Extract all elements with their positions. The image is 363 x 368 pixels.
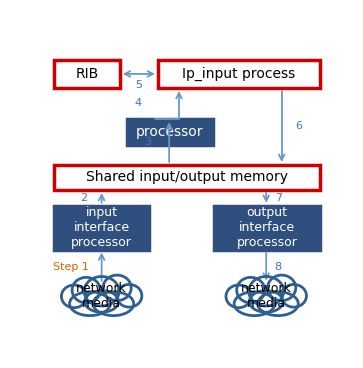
Ellipse shape [249, 291, 283, 312]
Text: network
media: network media [76, 282, 127, 310]
Ellipse shape [258, 292, 298, 316]
Text: Shared input/output memory: Shared input/output memory [86, 170, 288, 184]
Ellipse shape [117, 284, 142, 307]
Ellipse shape [93, 292, 134, 316]
Text: Step 1: Step 1 [53, 262, 89, 272]
Text: 7: 7 [275, 193, 282, 203]
Text: 5: 5 [135, 80, 142, 90]
Ellipse shape [84, 276, 119, 306]
Text: 3: 3 [144, 137, 152, 147]
Text: Ip_input process: Ip_input process [182, 67, 295, 81]
Text: input
interface
processor: input interface processor [71, 206, 132, 249]
Text: network
media: network media [241, 282, 291, 310]
Text: processor: processor [136, 125, 204, 139]
FancyBboxPatch shape [54, 164, 320, 190]
Ellipse shape [85, 291, 118, 312]
Ellipse shape [281, 284, 306, 307]
FancyBboxPatch shape [54, 60, 120, 88]
FancyBboxPatch shape [158, 60, 320, 88]
FancyBboxPatch shape [214, 206, 320, 250]
Ellipse shape [70, 292, 110, 316]
Text: 6: 6 [295, 121, 302, 131]
Text: 4: 4 [135, 98, 142, 108]
Ellipse shape [72, 277, 100, 303]
Ellipse shape [237, 277, 265, 303]
Ellipse shape [234, 292, 275, 316]
FancyBboxPatch shape [127, 119, 213, 145]
Ellipse shape [268, 275, 296, 301]
Text: 8: 8 [274, 262, 281, 272]
Text: output
interface
processor: output interface processor [236, 206, 297, 249]
Ellipse shape [103, 275, 131, 301]
Ellipse shape [249, 276, 284, 306]
Text: RIB: RIB [75, 67, 98, 81]
FancyBboxPatch shape [54, 206, 150, 250]
Ellipse shape [226, 285, 251, 308]
Text: 2: 2 [80, 193, 87, 203]
Ellipse shape [61, 285, 87, 308]
